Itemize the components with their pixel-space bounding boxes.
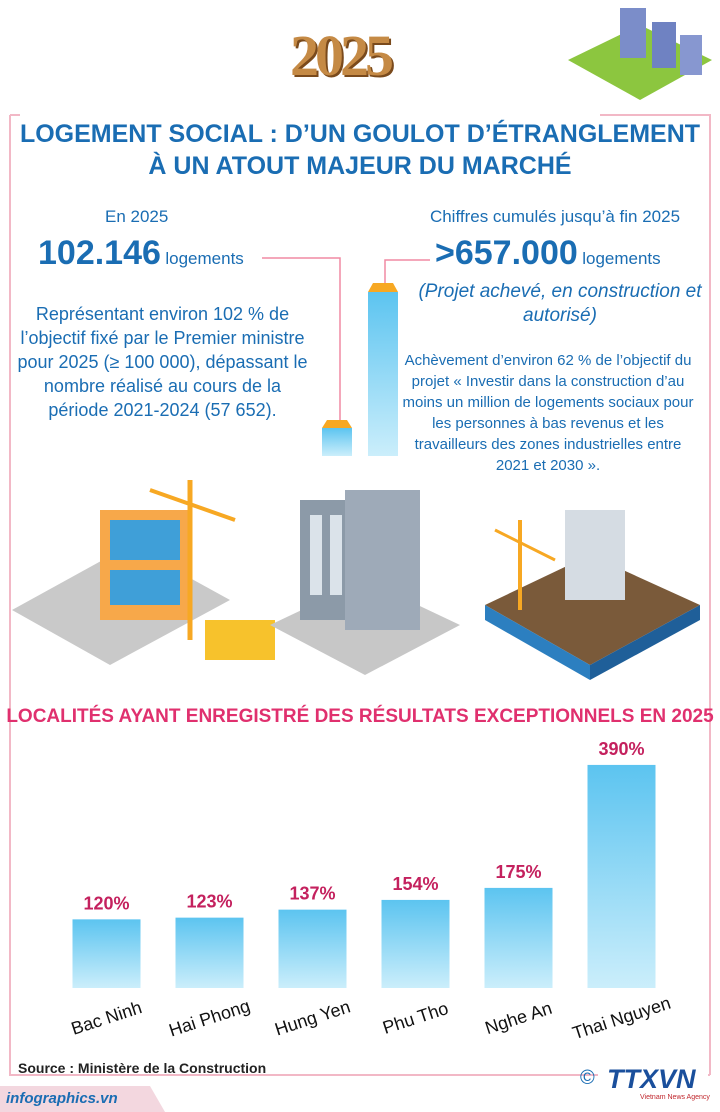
category-label: Thai Nguyen <box>570 993 673 1044</box>
left-label: En 2025 <box>105 207 169 226</box>
value-label: 137% <box>289 884 335 904</box>
right-note: (Projet achevé, en construction et autor… <box>418 281 702 326</box>
right-text: Achèvement d’environ 62 % de l’objectif … <box>402 352 694 474</box>
agency: Vietnam News Agency <box>640 1094 710 1101</box>
city-illustration <box>568 8 712 100</box>
value-label: 120% <box>83 893 129 913</box>
logo-bg <box>598 1065 708 1107</box>
bar <box>175 917 244 988</box>
category-label: Hai Phong <box>166 996 252 1041</box>
source: Source : Ministère de la Construction <box>18 1060 267 1076</box>
figure: >657.000 <box>435 234 578 272</box>
bar <box>72 919 141 988</box>
unit: logements <box>165 249 244 268</box>
value-label: 175% <box>495 862 541 882</box>
value-label: 123% <box>186 892 232 912</box>
unit: logements <box>582 249 661 268</box>
figure: 102.146 <box>38 234 161 272</box>
logo: TTXVN <box>607 1064 696 1094</box>
category-label: Nghe An <box>483 998 555 1038</box>
footer-band <box>0 1086 165 1112</box>
right-figure: >657.000 logements <box>435 234 661 273</box>
construction-illustrations <box>12 480 700 680</box>
title: LOGEMENT SOCIAL : D’UN GOULOT D’ÉTRANGLE… <box>0 118 720 182</box>
bar <box>484 887 553 988</box>
year: 2025 <box>290 23 394 88</box>
value-label: 390% <box>598 739 644 759</box>
right-label: Chiffres cumulés jusqu’à fin 2025 <box>429 207 681 226</box>
bar <box>381 899 450 988</box>
title-line: À UN ATOUT MAJEUR DU MARCHÉ <box>148 152 572 180</box>
bar <box>278 909 347 988</box>
left-text: Représentant environ 102 % de l’objectif… <box>17 304 308 420</box>
category-label: Bac Ninh <box>69 997 145 1039</box>
frame <box>10 114 711 1075</box>
category-label: Hung Yen <box>272 996 352 1039</box>
frame <box>9 115 710 1076</box>
site: infographics.vn <box>6 1090 118 1107</box>
copyright: © <box>580 1067 595 1089</box>
category-label: Phu Tho <box>380 998 451 1038</box>
bar-chart: 120% Bac Ninh 123% Hai Phong 137% Hung Yen 154… <box>69 739 673 1043</box>
value-label: 154% <box>392 874 438 894</box>
chart-title: LOCALITÉS AYANT ENREGISTRÉ DES RÉSULTATS… <box>6 706 714 727</box>
bar <box>587 764 656 988</box>
left-figure: 102.146 logements <box>38 234 244 273</box>
comparison-bars <box>262 257 430 456</box>
title-line: LOGEMENT SOCIAL : D’UN GOULOT D’ÉTRANGLE… <box>19 120 701 148</box>
